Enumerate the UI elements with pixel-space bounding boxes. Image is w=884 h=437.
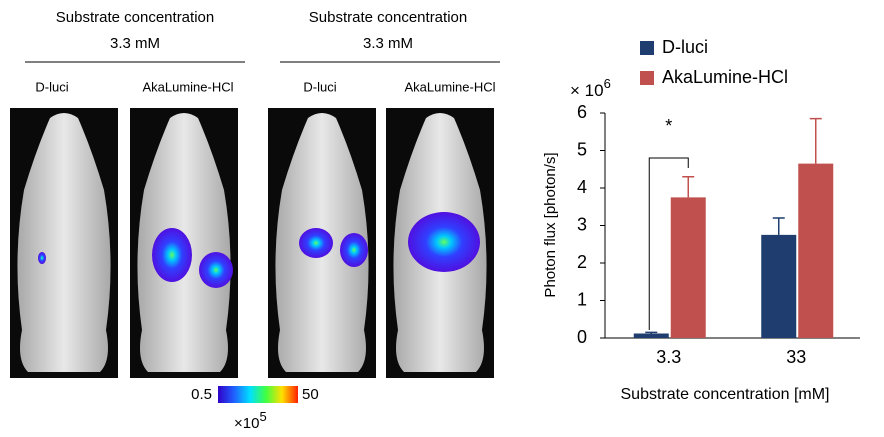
image-label: D-luci: [303, 79, 336, 94]
panel-heading: Substrate concentration: [56, 9, 214, 26]
y-tick-label: 3: [577, 214, 587, 234]
y-tick-label: 1: [577, 289, 587, 309]
legend-swatch: [640, 71, 654, 85]
legend-swatch: [640, 41, 654, 55]
panel-heading: Substrate concentration: [309, 9, 467, 26]
y-tick-label: 0: [577, 327, 587, 347]
panel-headers: Substrate concentration 3.3 mM D-luci Ak…: [25, 9, 500, 94]
x-tick-label: 33: [786, 347, 806, 367]
signal: [38, 252, 46, 264]
panel-concentration: 3.3 mM: [363, 35, 413, 52]
multiplier: × 10: [570, 81, 604, 100]
multiplier: ×10: [234, 415, 259, 432]
image-label: AkaLumine-HCl: [142, 79, 233, 94]
error-bar: [645, 331, 658, 334]
image-label: AkaLumine-HCl: [404, 79, 495, 94]
significance-bracket: [648, 157, 689, 330]
panel-concentration: 3.3 mM: [110, 35, 160, 52]
mouse-body: [17, 113, 111, 372]
bar: [761, 234, 797, 338]
bar: [670, 197, 706, 338]
signal: [199, 252, 233, 288]
signal: [340, 233, 368, 267]
x-tick-label: 3.3: [656, 347, 681, 367]
y-tick-label: 2: [577, 252, 587, 272]
signal: [408, 212, 480, 272]
signal: [152, 228, 192, 282]
colorbar-min: 0.5: [191, 386, 212, 403]
exponent: 5: [259, 409, 266, 424]
colorbar-max: 50: [302, 386, 319, 403]
image-label: D-luci: [35, 79, 68, 94]
exponent: 6: [604, 76, 611, 91]
y-multiplier: × 106: [570, 76, 611, 100]
chart: × 106 Photon flux [photon/s] Substrate c…: [542, 37, 860, 403]
mouse-images: [10, 108, 494, 378]
colorbar-scale: ×105: [234, 409, 267, 432]
y-tick-label: 6: [577, 102, 587, 122]
error-bar: [772, 217, 785, 235]
annotation: *: [665, 116, 672, 136]
y-axis-label: Photon flux [photon/s]: [542, 152, 559, 297]
bar: [633, 333, 669, 338]
error-bar: [809, 117, 822, 164]
colorbar-gradient: [218, 386, 298, 403]
bar: [798, 163, 834, 338]
error-bar: [682, 176, 695, 198]
legend-label: AkaLumine-HCl: [662, 67, 788, 87]
colorbar: 0.5 50 ×105: [191, 386, 319, 432]
legend-label: D-luci: [662, 37, 708, 57]
y-tick-label: 5: [577, 139, 587, 159]
y-tick-label: 4: [577, 177, 587, 197]
x-axis-label: Substrate concentration [mM]: [621, 386, 830, 403]
signal: [299, 228, 333, 258]
